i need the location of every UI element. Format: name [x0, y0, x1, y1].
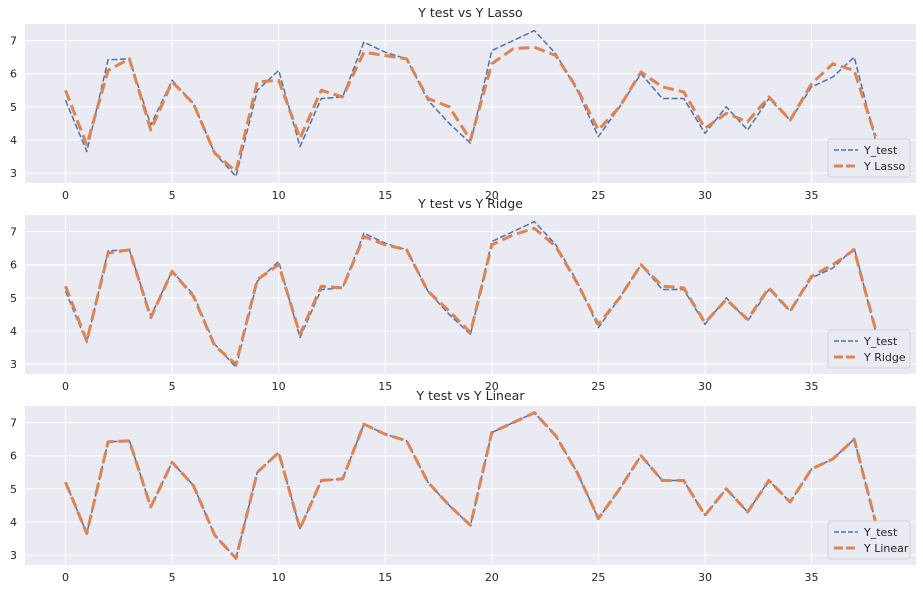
x-tick-label: 15 — [378, 380, 392, 393]
legend: Y_test Y Lasso — [827, 138, 911, 178]
x-tick-label: 10 — [272, 380, 286, 393]
chart-title: Y test vs Y Lasso — [417, 5, 522, 20]
y-tick-label: 5 — [10, 483, 17, 496]
x-tick-label: 15 — [378, 189, 392, 202]
x-tick-label: 10 — [272, 189, 286, 202]
x-tick-label: 20 — [485, 380, 499, 393]
x-tick-label: 0 — [62, 380, 69, 393]
legend-label: Y_test — [863, 144, 898, 157]
y-tick-label: 6 — [10, 68, 17, 81]
y-tick-label: 7 — [10, 35, 17, 48]
x-tick-label: 30 — [698, 189, 712, 202]
y-tick-label: 3 — [10, 167, 17, 180]
x-tick-label: 35 — [805, 189, 819, 202]
series-line-1 — [64, 29, 877, 178]
y-tick-label: 6 — [10, 259, 17, 272]
legend-label: Y Lasso — [863, 160, 906, 173]
y-tick-label: 5 — [10, 101, 17, 114]
chart-title: Y test vs Y Linear — [416, 388, 526, 403]
legend: Y_test Y Linear — [827, 520, 911, 560]
legend-label: Y Linear — [863, 542, 909, 555]
x-tick-label: 35 — [805, 380, 819, 393]
series-line-2 — [64, 226, 877, 366]
legend: Y_test Y Ridge — [827, 329, 911, 369]
x-tick-label: 30 — [698, 380, 712, 393]
x-tick-label: 0 — [62, 571, 69, 584]
y-tick-label: 4 — [10, 134, 17, 147]
x-tick-label: 25 — [591, 189, 605, 202]
y-tick-label: 7 — [10, 417, 17, 430]
y-tick-label: 7 — [10, 226, 17, 239]
y-tick-label: 5 — [10, 292, 17, 305]
x-tick-label: 0 — [62, 189, 69, 202]
plot-area — [25, 24, 916, 183]
subplot-2: 0 5 10 15 20 25 30 35 3 4 5 6 7 Y test vs Y Ridge Y_te… — [10, 196, 916, 393]
x-tick-label: 25 — [591, 380, 605, 393]
x-tick-label: 10 — [272, 571, 286, 584]
plot-area — [25, 406, 916, 565]
x-tick-label: 5 — [169, 571, 176, 584]
chart-title: Y test vs Y Ridge — [417, 196, 523, 211]
x-tick-label: 5 — [169, 380, 176, 393]
legend-label: Y_test — [863, 335, 898, 348]
x-tick-label: 5 — [169, 189, 176, 202]
series-line-2 — [64, 411, 877, 560]
x-tick-label: 20 — [485, 571, 499, 584]
x-tick-label: 25 — [591, 571, 605, 584]
legend-label: Y Ridge — [863, 351, 906, 364]
y-tick-label: 3 — [10, 358, 17, 371]
y-tick-label: 3 — [10, 549, 17, 562]
x-tick-label: 20 — [485, 189, 499, 202]
y-tick-label: 4 — [10, 325, 17, 338]
subplot-1: 0 5 10 15 20 25 30 35 3 4 5 6 7 Y test vs Y Lasso Y_te… — [10, 5, 916, 202]
x-tick-label: 15 — [378, 571, 392, 584]
series-line-2 — [64, 45, 877, 173]
y-tick-label: 6 — [10, 450, 17, 463]
subplot-3: 0 5 10 15 20 25 30 35 3 4 5 6 7 Y test vs Y Linear Y_t… — [10, 388, 916, 584]
legend-label: Y_test — [863, 526, 898, 539]
x-tick-label: 35 — [805, 571, 819, 584]
y-tick-label: 4 — [10, 516, 17, 529]
x-tick-label: 30 — [698, 571, 712, 584]
plot-area — [25, 215, 916, 374]
